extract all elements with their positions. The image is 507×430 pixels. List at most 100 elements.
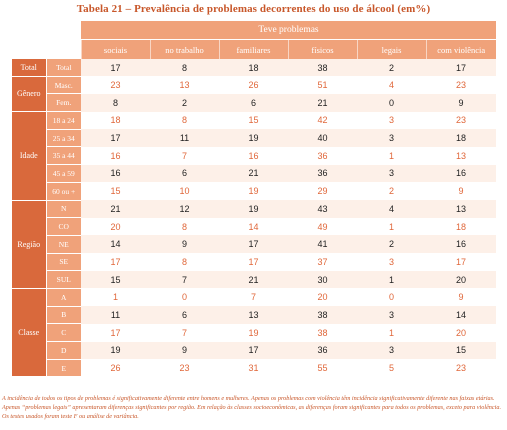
row-label: 25 a 34: [45, 129, 81, 148]
cell-value: 38: [288, 59, 357, 77]
cell-value: 21: [219, 270, 288, 289]
cell-value: 14: [426, 306, 496, 324]
column-header: sociais: [80, 39, 150, 59]
row-label: 45 a 59: [45, 164, 81, 183]
table-row: C 17 7 19 38 1 20: [12, 323, 496, 342]
cell-value: 16: [426, 235, 496, 254]
table-row: CO 20 8 14 49 1 18: [12, 217, 496, 236]
row-label: A: [45, 288, 81, 307]
cell-value: 23: [426, 111, 496, 130]
cell-value: 49: [288, 217, 357, 236]
cell-value: 7: [150, 270, 219, 289]
cell-value: 17: [81, 323, 150, 342]
cell-value: 7: [150, 323, 219, 342]
column-header: legais: [356, 39, 426, 59]
cell-value: 20: [81, 217, 150, 236]
cell-value: 36: [288, 146, 357, 165]
cell-value: 3: [357, 253, 426, 271]
cell-value: 8: [150, 253, 219, 271]
cell-value: 0: [357, 288, 426, 307]
cell-value: 6: [150, 164, 219, 183]
cell-value: 19: [219, 129, 288, 147]
prevalence-table: Teve problemas sociais no trabalho familiar…: [12, 21, 496, 378]
cell-value: 17: [219, 235, 288, 254]
cell-value: 19: [219, 200, 288, 218]
cell-value: 31: [219, 359, 288, 377]
column-header: no trabalho: [149, 39, 219, 59]
table-row: Idade 18 a 24 18 8 15 42 3 23: [12, 111, 496, 201]
cell-value: 10: [150, 182, 219, 200]
cell-value: 17: [426, 59, 496, 77]
cell-value: 20: [288, 288, 357, 307]
cell-value: 13: [426, 146, 496, 165]
cell-value: 19: [81, 341, 150, 360]
table-row: NE 14 9 17 41 2 16: [12, 235, 496, 254]
table-row: 25 a 34 17 11 19 40 3 18: [12, 129, 496, 148]
cell-value: 18: [81, 111, 150, 130]
table-row: SE 17 8 17 37 3 17: [12, 253, 496, 272]
cell-value: 7: [219, 288, 288, 307]
cell-value: 21: [219, 164, 288, 183]
table-row: 60 ou +15 10 19 29 2 9: [12, 182, 496, 201]
column-header: com violência: [425, 39, 496, 59]
cell-value: 3: [357, 129, 426, 147]
cell-value: 16: [81, 164, 150, 183]
cell-value: 3: [357, 164, 426, 183]
row-label: Masc.: [45, 76, 81, 95]
cell-value: 1: [357, 323, 426, 342]
row-label: 60 ou +: [45, 182, 81, 201]
row-label: B: [45, 306, 81, 325]
cell-value: 15: [81, 182, 150, 200]
cell-value: 16: [426, 164, 496, 183]
cell-value: 30: [288, 270, 357, 289]
cell-value: 26: [81, 359, 150, 377]
table-row: Total Total 17 8 18 38 2 17: [12, 59, 496, 77]
cell-value: 19: [219, 323, 288, 342]
cell-value: 55: [288, 359, 357, 377]
cell-value: 2: [357, 235, 426, 254]
cell-value: 20: [426, 323, 496, 342]
row-label: SUL: [45, 270, 81, 289]
row-label: SE: [45, 253, 81, 272]
cell-value: 1: [81, 288, 150, 307]
cell-value: 36: [288, 341, 357, 360]
cell-value: 2: [357, 59, 426, 77]
row-label: CO: [45, 217, 81, 236]
row-label: 18 a 24: [45, 111, 81, 130]
cell-value: 36: [288, 164, 357, 183]
cell-value: 51: [288, 76, 357, 94]
cell-value: 23: [81, 76, 150, 94]
row-label: Fem.: [45, 93, 81, 113]
group-label: Total: [12, 59, 46, 77]
column-header: físicos: [287, 39, 357, 59]
cell-value: 16: [219, 146, 288, 165]
cell-value: 26: [219, 76, 288, 94]
row-label: N: [45, 200, 81, 219]
cell-value: 9: [150, 341, 219, 360]
cell-value: 42: [288, 111, 357, 130]
cell-value: 1: [357, 146, 426, 165]
row-label: D: [45, 341, 81, 360]
cell-value: 13: [219, 306, 288, 324]
row-label: Total: [45, 59, 81, 77]
header-row-columns: sociais no trabalho familiares físicos legai…: [12, 39, 496, 59]
table-row: Região N 21 12 19 43 4 13: [12, 200, 496, 289]
cell-value: 2: [357, 182, 426, 200]
cell-value: 23: [426, 76, 496, 94]
cell-value: 13: [150, 76, 219, 94]
header-blank: [12, 21, 81, 40]
cell-value: 8: [150, 59, 219, 77]
cell-value: 37: [288, 253, 357, 271]
cell-value: 18: [426, 129, 496, 147]
cell-value: 3: [357, 306, 426, 324]
cell-value: 18: [219, 59, 288, 77]
cell-value: 41: [288, 235, 357, 254]
cell-value: 29: [288, 182, 357, 200]
group-label: Idade: [12, 111, 46, 201]
footnote: A incidência de todos os tipos de proble…: [2, 395, 502, 420]
table-row: SUL 15 7 21 30 1 20: [12, 270, 496, 289]
row-label: E: [45, 359, 81, 378]
cell-value: 8: [81, 93, 150, 112]
cell-value: 15: [426, 341, 496, 360]
cell-value: 17: [81, 129, 150, 147]
